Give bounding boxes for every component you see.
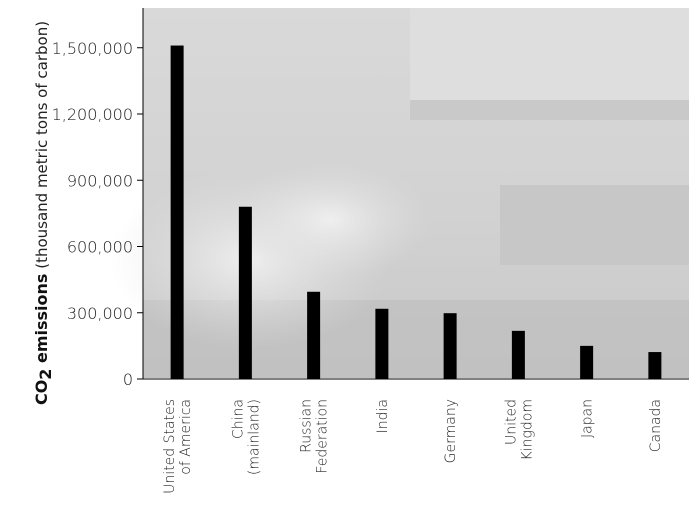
x-category-label: UnitedKingdom: [503, 399, 535, 460]
x-category-label-line: Russian: [299, 399, 315, 453]
x-category-label-line: China: [230, 399, 246, 439]
x-category-label: India: [375, 399, 391, 433]
y-tick-label: 0: [123, 370, 133, 389]
x-category-label-line: India: [375, 399, 391, 433]
bar: [170, 45, 184, 380]
bar: [443, 313, 457, 379]
x-category-label: Japan: [580, 399, 596, 438]
bar: [580, 345, 594, 379]
bar: [238, 206, 252, 379]
background-photo: [110, 8, 689, 378]
x-category-label-line: (mainland): [246, 399, 262, 475]
x-category-label-line: United: [503, 399, 519, 445]
y-axis-label-co: CO: [32, 380, 51, 405]
x-category-label-line: Germany: [443, 399, 459, 463]
x-category-label: China(mainland): [230, 399, 262, 475]
y-axis-label: CO2 emissions (thousand metric tons of c…: [32, 21, 55, 405]
category-label-group: United Statesof America China(mainland) Ru…: [162, 399, 664, 494]
bar: [511, 330, 525, 379]
y-tick-group: 0 300,000 600,000 900,000 1,200,000 1,500,000: [52, 39, 143, 389]
x-category-label-line: United States: [162, 399, 178, 494]
y-tick-label: 600,000: [67, 238, 133, 257]
bar: [307, 291, 321, 379]
x-category-label-line: Federation: [315, 399, 331, 474]
x-category-label-line: Japan: [580, 399, 596, 438]
y-axis-label-subscript: 2: [36, 369, 55, 380]
y-axis-label-units: (thousand metric tons of carbon): [33, 21, 51, 274]
x-category-label-line: Canada: [648, 399, 664, 452]
x-category-label: Germany: [443, 399, 459, 463]
bar: [375, 308, 389, 379]
x-category-label: RussianFederation: [299, 399, 331, 474]
x-category-label-line: Kingdom: [519, 399, 535, 460]
x-category-label-line: of America: [178, 399, 194, 475]
x-category-label: Canada: [648, 399, 664, 452]
bar-group: [170, 45, 662, 380]
y-tick-label: 300,000: [67, 304, 133, 323]
bar: [648, 352, 662, 379]
x-category-label: United Statesof America: [162, 399, 194, 494]
y-tick-label: 900,000: [67, 171, 133, 190]
y-axis-label-emissions: emissions: [32, 274, 51, 369]
y-tick-label: 1,500,000: [52, 39, 133, 58]
y-tick-label: 1,200,000: [52, 105, 133, 124]
